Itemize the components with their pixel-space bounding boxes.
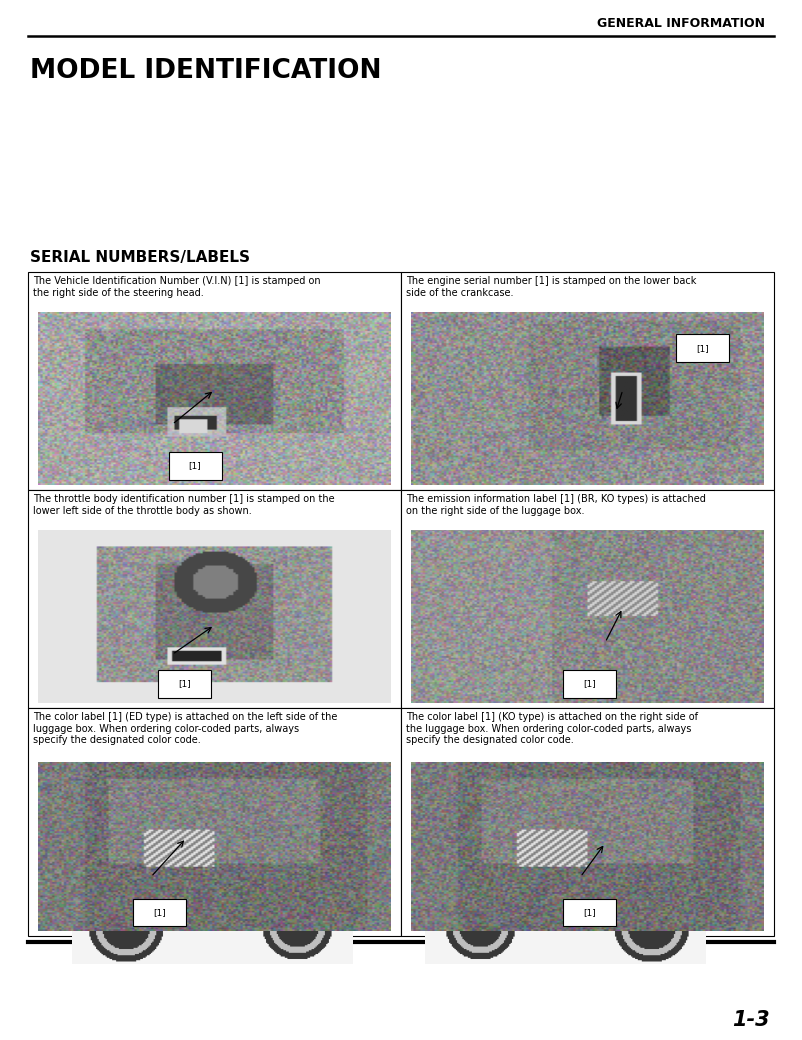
Text: 1-3: 1-3 xyxy=(732,1010,770,1030)
Text: MODEL IDENTIFICATION: MODEL IDENTIFICATION xyxy=(30,58,382,84)
FancyBboxPatch shape xyxy=(158,670,211,698)
FancyBboxPatch shape xyxy=(133,899,186,926)
Text: The throttle body identification number [1] is stamped on the
lower left side of: The throttle body identification number … xyxy=(33,494,334,516)
Text: The emission information label [1] (BR, KO types) is attached
on the right side : The emission information label [1] (BR, … xyxy=(406,494,706,516)
Text: The color label [1] (ED type) is attached on the left side of the
luggage box. W: The color label [1] (ED type) is attache… xyxy=(33,712,338,746)
Text: [1]: [1] xyxy=(178,679,191,688)
Text: The engine serial number [1] is stamped on the lower back
side of the crankcase.: The engine serial number [1] is stamped … xyxy=(406,276,696,297)
FancyBboxPatch shape xyxy=(676,335,729,362)
FancyBboxPatch shape xyxy=(168,452,221,479)
Text: The color label [1] (KO type) is attached on the right side of
the luggage box. : The color label [1] (KO type) is attache… xyxy=(406,712,698,746)
Text: [1]: [1] xyxy=(153,908,166,917)
Text: The Vehicle Identification Number (V.I.N) [1] is stamped on
the right side of th: The Vehicle Identification Number (V.I.N… xyxy=(33,276,321,297)
Text: [1]: [1] xyxy=(583,908,596,917)
Text: [1]: [1] xyxy=(188,462,201,470)
Bar xyxy=(401,272,774,490)
Bar xyxy=(401,708,774,936)
Text: SERIAL NUMBERS/LABELS: SERIAL NUMBERS/LABELS xyxy=(30,250,250,265)
Bar xyxy=(401,490,774,708)
FancyBboxPatch shape xyxy=(563,899,616,926)
FancyBboxPatch shape xyxy=(563,670,616,698)
Bar xyxy=(28,708,401,936)
Text: [1]: [1] xyxy=(583,679,596,688)
Bar xyxy=(28,272,401,490)
Text: [1]: [1] xyxy=(696,344,709,353)
Text: GENERAL INFORMATION: GENERAL INFORMATION xyxy=(597,17,765,30)
Bar xyxy=(28,490,401,708)
